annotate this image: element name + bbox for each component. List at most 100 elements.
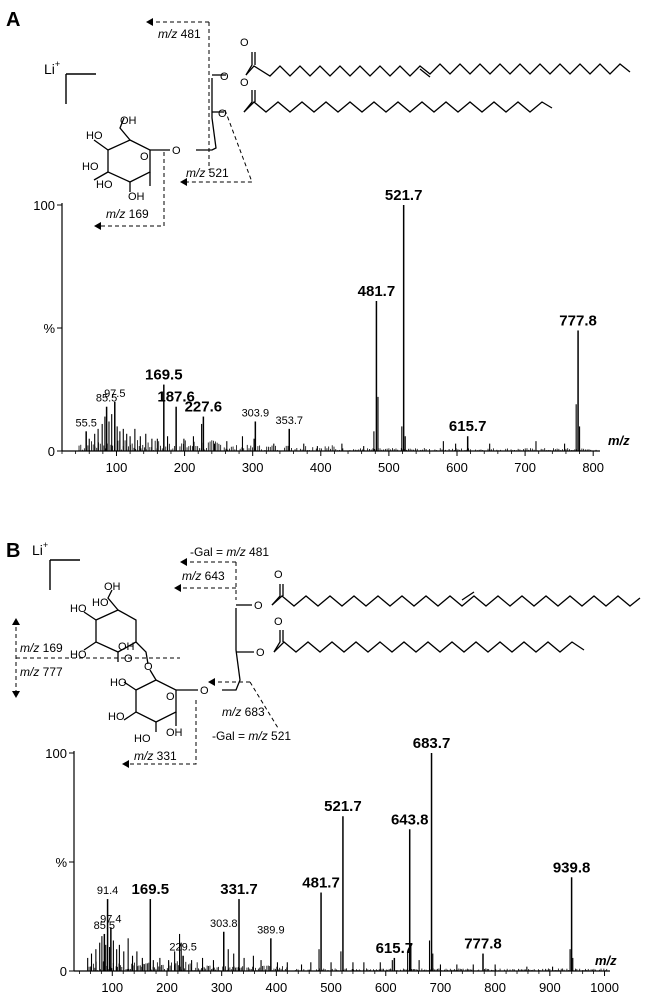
- fragment-label-b-331: m/z 331: [134, 749, 177, 763]
- fragment-label-a-481: m/z 481: [158, 27, 201, 41]
- x-tick-label: 300: [211, 980, 233, 995]
- fragment-label-a-521: m/z 521: [186, 166, 229, 180]
- x-axis-label: m/z: [608, 433, 630, 448]
- panel-b-label: B: [6, 540, 20, 562]
- b-hydroxyl-6b: OH: [104, 581, 121, 593]
- carbonyl-oxygen-1: O: [240, 37, 249, 49]
- peak-label-481.7: 481.7: [302, 875, 340, 892]
- hydroxyl-6: OH: [120, 115, 137, 127]
- peak-label-683.7: 683.7: [413, 735, 451, 752]
- structure-b-atoms: O O O O O O HO OH HO HO OH O HO HO HO OH…: [70, 569, 283, 745]
- lithium-label: Li+: [44, 59, 60, 77]
- hydroxyl-3: HO: [96, 179, 113, 191]
- peak-label-521.7: 521.7: [385, 187, 423, 204]
- axes-a: 0% 100 100 200 300 400 500 600 700 800 m/z: [33, 198, 630, 475]
- structure-a: [93, 52, 631, 192]
- b-hydroxyl-e: HO: [108, 711, 125, 723]
- peak-label-187.6: 187.6: [157, 389, 195, 406]
- b-glycosidic-oxygen: O: [200, 685, 209, 697]
- b-ring-oxygen-inner: O: [166, 691, 175, 703]
- peak-label-85.5: 85.5: [94, 920, 115, 932]
- peak-label-229.5: 229.5: [169, 942, 197, 954]
- peak-label-85.5: 85.5: [96, 393, 117, 405]
- x-tick-label: 200: [156, 980, 178, 995]
- x-tick-label: 700: [514, 460, 536, 475]
- x-tick-label: 400: [266, 980, 288, 995]
- x-tick-label: 800: [582, 460, 604, 475]
- x-tick-label: 500: [320, 980, 342, 995]
- peak-label-97.5: 97.5: [104, 388, 125, 400]
- fragment-label-b-gal-481: -Gal = m/z 481: [190, 545, 269, 559]
- glycosidic-oxygen: O: [172, 145, 181, 157]
- hydroxyl-1: HO: [86, 130, 103, 142]
- x-tick-label: 400: [310, 460, 332, 475]
- panel-a-ion: Li+: [44, 59, 96, 104]
- carbonyl-oxygen-2: O: [240, 77, 249, 89]
- fragment-label-a-169: m/z 169: [106, 207, 149, 221]
- x-tick-label: 600: [375, 980, 397, 995]
- y-tick-label: 100: [45, 746, 67, 761]
- y-tick-label: 100: [33, 198, 55, 213]
- x-tick-label: 300: [242, 460, 264, 475]
- axes-b: 0% 100 100 200 300 400 500 600 700 800 900 1000 m/z: [45, 746, 619, 995]
- y-tick-label: 0: [48, 444, 55, 459]
- peak-label-777.8: 777.8: [559, 312, 597, 329]
- peak-label-521.7: 521.7: [324, 798, 362, 815]
- ring-oxygen: O: [140, 151, 149, 163]
- x-tick-label: 600: [446, 460, 468, 475]
- peak-label-227.6: 227.6: [185, 399, 223, 416]
- peak-label-97.4: 97.4: [100, 913, 121, 925]
- panel-a-label: A: [6, 9, 20, 31]
- fragments-a: [96, 21, 253, 227]
- x-tick-label: 100: [101, 980, 123, 995]
- peak-label-615.7: 615.7: [376, 940, 414, 957]
- peak-label-481.7: 481.7: [358, 283, 396, 300]
- fragment-label-b-gal-521: -Gal = m/z 521: [212, 729, 291, 743]
- x-tick-label: 200: [174, 460, 196, 475]
- peak-label-169.5: 169.5: [132, 881, 170, 898]
- fragment-label-b-777: m/z 777: [20, 665, 63, 679]
- peak-label-55.5: 55.5: [75, 417, 96, 429]
- b-ring-oxygen-outer: O: [124, 653, 133, 665]
- fragment-label-b-683: m/z 683: [222, 705, 265, 719]
- hydroxyl-4: OH: [128, 191, 145, 203]
- peak-label-91.4: 91.4: [97, 885, 118, 897]
- peak-label-353.7: 353.7: [275, 415, 303, 427]
- x-tick-label: 100: [106, 460, 128, 475]
- peak-label-939.8: 939.8: [553, 859, 591, 876]
- x-axis-label: m/z: [595, 953, 617, 968]
- b-carbonyl-oxygen-1: O: [274, 569, 283, 581]
- panel-a: A Li+ O O O O O: [6, 9, 631, 475]
- fragment-arrowheads-a: [94, 18, 187, 230]
- b-hydroxyl-a: HO: [70, 603, 87, 615]
- b-hydroxyl-c: OH: [118, 641, 135, 653]
- y-tick-label: %: [43, 321, 55, 336]
- fragment-label-b-169: m/z 169: [20, 641, 63, 655]
- b-interglycosidic-oxygen: O: [144, 661, 153, 673]
- x-tick-label: 500: [378, 460, 400, 475]
- b-carbonyl-oxygen-2: O: [274, 616, 283, 628]
- x-tick-label: 900: [539, 980, 561, 995]
- peak-label-331.7: 331.7: [220, 881, 258, 898]
- b-hydroxyl-g: OH: [166, 727, 183, 739]
- peak-label-303.8: 303.8: [210, 918, 238, 930]
- x-tick-label: 700: [430, 980, 452, 995]
- lithium-label-b: Li+: [32, 540, 48, 558]
- peak-label-389.9: 389.9: [257, 924, 285, 936]
- peaks-b: 85.5 91.4 97.4 169.5 229.5 303.8 331.7 389.9 481…: [87, 735, 608, 971]
- b-ester-oxygen-1: O: [254, 600, 263, 612]
- hydroxyl-2: HO: [82, 161, 99, 173]
- structure-a-atoms: O O O O O HO OH HO HO OH O: [82, 37, 249, 203]
- panel-b: B Li+ O O O O O O: [6, 540, 641, 995]
- y-tick-label: 0: [60, 964, 67, 979]
- b-hydroxyl-b: HO: [70, 649, 87, 661]
- b-hydroxyl-d: HO: [110, 677, 127, 689]
- fragments-b: [15, 561, 279, 765]
- structure-b: [83, 584, 641, 732]
- peak-label-303.9: 303.9: [242, 407, 270, 419]
- x-tick-label: 1000: [590, 980, 619, 995]
- panel-b-ion: Li+: [32, 540, 80, 590]
- fragment-label-b-643: m/z 643: [182, 569, 225, 583]
- b-hydroxyl-f: HO: [134, 733, 151, 745]
